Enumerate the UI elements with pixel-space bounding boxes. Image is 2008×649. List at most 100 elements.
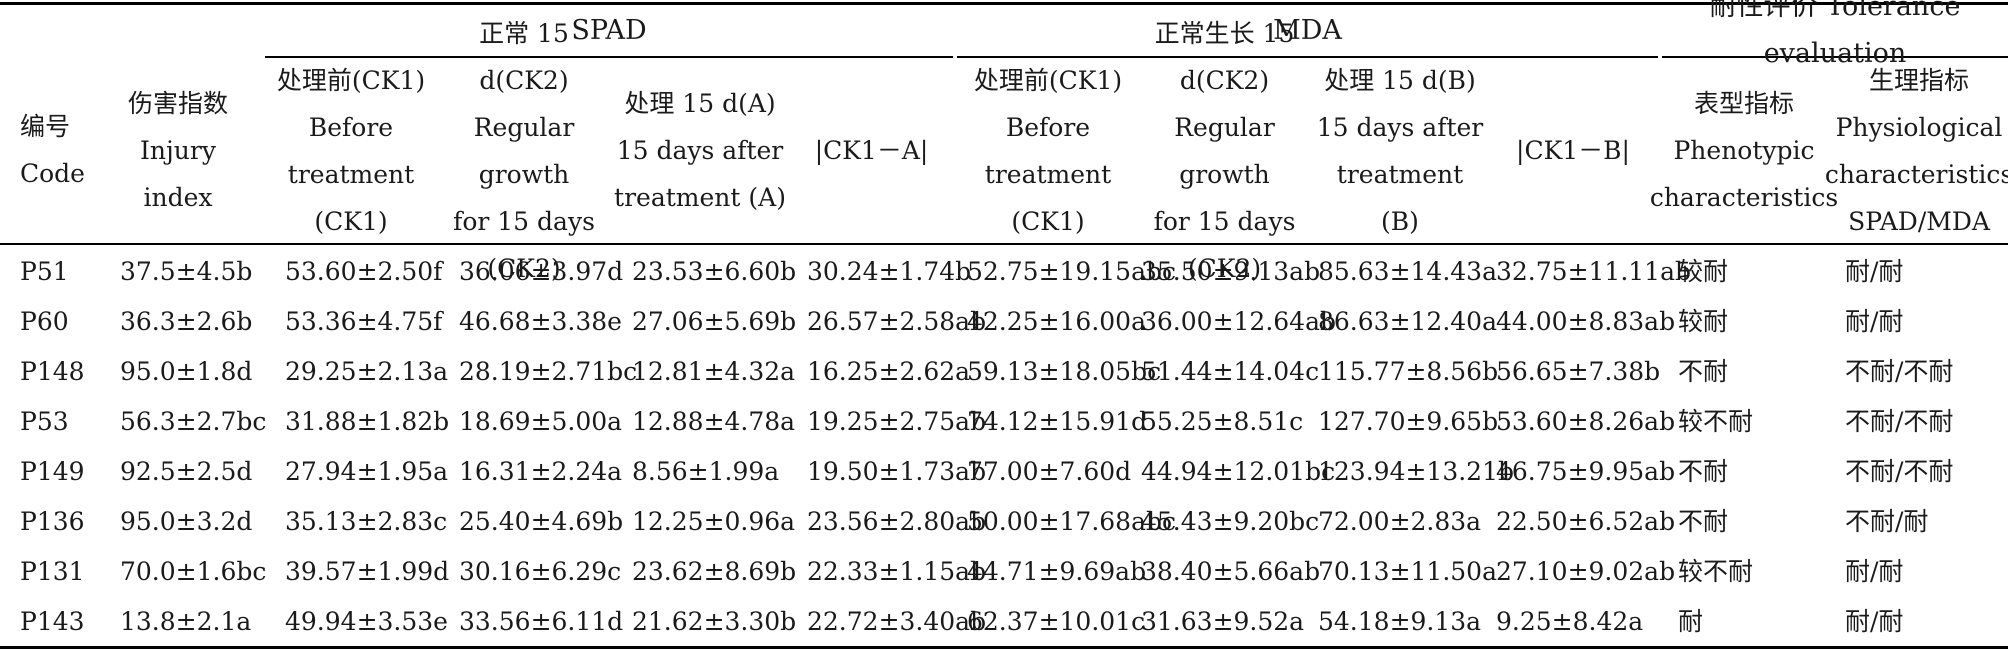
cell-code: P143 [20,607,85,636]
cell-injury-index: 56.3±2.7bc [120,407,267,436]
cell-mda-b: 54.18±9.13a [1318,607,1482,636]
cell-injury-index: 70.0±1.6bc [120,557,267,586]
cell-spad-ck1: 35.13±2.83c [285,507,448,536]
cell-spad-ck2: 30.16±6.29c [459,557,622,586]
cell-physiological: 不耐/耐 [1845,507,1929,536]
cell-phenotypic: 较耐 [1678,257,1729,286]
cell-mda-ck2: 45.43±9.20bc [1141,507,1320,536]
cell-mda-ck2: 55.25±8.51c [1141,407,1304,436]
header-spad-group: SPAD [571,14,647,46]
cell-mda-b: 115.77±8.56b [1318,357,1499,386]
cell-mda-ck1: 44.71±9.69ab [967,557,1147,586]
cell-spad-diff: 23.56±2.80ab [807,507,987,536]
header-mda-b: 处理 15 d(B) 15 days after treatment (B) [1316,65,1484,236]
cell-mda-diff: 22.50±6.52ab [1496,507,1676,536]
header-bottom-rule [0,243,2008,245]
cell-mda-b: 85.63±14.43a [1318,257,1497,286]
cell-mda-b: 70.13±11.50a [1318,557,1497,586]
cell-mda-ck1: 74.12±15.91d [967,407,1148,436]
cell-spad-ck2: 36.06±3.97d [459,257,624,286]
header-spad-a: 处理 15 d(A) 15 days after treatment (A) [614,89,786,212]
cell-phenotypic: 耐 [1678,607,1704,636]
cell-mda-diff: 32.75±11.11ab [1496,257,1691,286]
cell-spad-ck1: 53.60±2.50f [285,257,443,286]
cell-mda-ck1: 50.00±17.68abc [967,507,1176,536]
cell-physiological: 不耐/不耐 [1845,407,1954,436]
cell-mda-diff: 46.75±9.95ab [1496,457,1676,486]
cell-code: P148 [20,357,85,386]
cell-code: P149 [20,457,85,486]
cell-code: P60 [20,307,69,336]
cell-phenotypic: 不耐 [1678,357,1729,386]
cell-spad-a: 21.62±3.30b [632,607,797,636]
cell-spad-ck2: 25.40±4.69b [459,507,624,536]
cell-spad-diff: 26.57±2.58ab [807,307,987,336]
cell-mda-ck2: 44.94±12.01bc [1141,457,1336,486]
cell-mda-b: 86.63±12.40a [1318,307,1497,336]
cell-spad-a: 12.81±4.32a [632,357,796,386]
cell-code: P53 [20,407,69,436]
cell-phenotypic: 不耐 [1678,457,1729,486]
header-code: 编号 Code [20,112,85,188]
cell-mda-ck2: 38.40±5.66ab [1141,557,1321,586]
cell-spad-a: 23.53±6.60b [632,257,797,286]
cell-spad-a: 12.88±4.78a [632,407,796,436]
cell-spad-diff: 22.72±3.40ab [807,607,987,636]
cell-phenotypic: 较不耐 [1678,557,1754,586]
cell-mda-ck1: 59.13±18.05bc [967,357,1162,386]
cell-phenotypic: 较不耐 [1678,407,1754,436]
cell-spad-ck1: 39.57±1.99d [285,557,450,586]
cell-injury-index: 95.0±3.2d [120,507,253,536]
cell-injury-index: 37.5±4.5b [120,257,253,286]
header-injury-index: 伤害指数 Injury index [127,88,228,212]
table-top-rule [0,2,2008,5]
header-mda-group: MDA [1273,14,1342,46]
cell-phenotypic: 不耐 [1678,507,1729,536]
cell-mda-ck1: 62.37±10.01c [967,607,1146,636]
cell-mda-diff: 44.00±8.83ab [1496,307,1676,336]
cell-spad-a: 8.56±1.99a [632,457,780,486]
header-phenotypic: 表型指标 Phenotypic characteristics [1649,89,1839,212]
cell-mda-ck2: 35.50±9.13ab [1141,257,1321,286]
header-mda-ck2: 正常生长 15 d(CK2) Regular growth for 15 day… [1153,18,1296,283]
cell-spad-a: 27.06±5.69b [632,307,797,336]
cell-spad-a: 12.25±0.96a [632,507,796,536]
cell-injury-index: 95.0±1.8d [120,357,253,386]
table-bottom-rule [0,646,2008,649]
cell-mda-b: 127.70±9.65b [1318,407,1499,436]
cell-spad-a: 23.62±8.69b [632,557,797,586]
cell-spad-diff: 22.33±1.15ab [807,557,987,586]
cell-spad-ck1: 29.25±2.13a [285,357,449,386]
cell-mda-ck2: 31.63±9.52a [1141,607,1305,636]
cell-mda-diff: 53.60±8.26ab [1496,407,1676,436]
cell-physiological: 耐/耐 [1845,307,1904,336]
cell-code: P131 [20,557,85,586]
cell-physiological: 不耐/不耐 [1845,457,1954,486]
cell-spad-ck2: 18.69±5.00a [459,407,623,436]
cell-spad-ck1: 49.94±3.53e [285,607,448,636]
header-mda-ck1: 处理前(CK1) Before treatment (CK1) [973,65,1123,236]
cell-mda-b: 123.94±13.21b [1318,457,1514,486]
cell-spad-diff: 30.24±1.74b [807,257,972,286]
cell-injury-index: 92.5±2.5d [120,457,253,486]
cell-spad-ck2: 33.56±6.11d [459,607,624,636]
header-tolerance-group: 耐性评价 Tolerance evaluation [1709,0,1961,69]
cell-mda-diff: 56.65±7.38b [1496,357,1661,386]
cell-mda-ck2: 51.44±14.04c [1141,357,1320,386]
cell-spad-ck2: 46.68±3.38e [459,307,622,336]
spad-group-rule [265,56,953,58]
cell-mda-ck1: 52.75±19.15abc [967,257,1176,286]
cell-spad-ck1: 27.94±1.95a [285,457,449,486]
cell-code: P51 [20,257,69,286]
cell-physiological: 耐/耐 [1845,557,1904,586]
cell-physiological: 耐/耐 [1845,607,1904,636]
cell-spad-ck1: 31.88±1.82b [285,407,450,436]
header-spad-diff: |CK1－A| [814,136,929,165]
header-spad-ck1: 处理前(CK1) Before treatment (CK1) [276,65,426,236]
cell-mda-ck1: 42.25±16.00a [967,307,1146,336]
cell-spad-diff: 19.50±1.73ab [807,457,987,486]
cell-mda-diff: 9.25±8.42a [1496,607,1644,636]
tolerance-group-rule [1662,56,2008,58]
cell-spad-ck2: 28.19±2.71bc [459,357,638,386]
header-spad-ck2: 正常 15 d(CK2) Regular growth for 15 days … [453,18,595,283]
